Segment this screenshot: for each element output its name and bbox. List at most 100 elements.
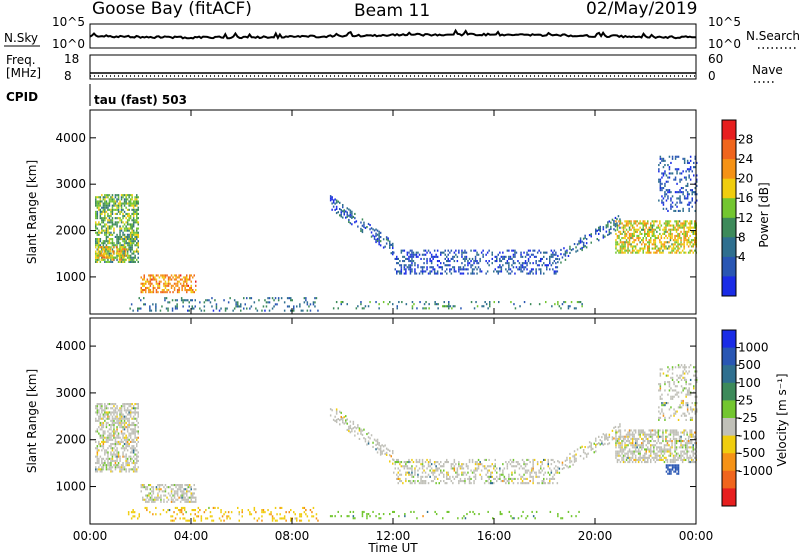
data-cell	[625, 220, 628, 223]
data-cell	[108, 246, 110, 249]
data-cell	[185, 519, 187, 522]
data-cell	[261, 511, 263, 514]
data-cell	[412, 461, 415, 464]
data-cell	[511, 517, 514, 520]
data-cell	[349, 424, 352, 427]
data-cell	[329, 195, 332, 198]
data-cell	[186, 284, 188, 287]
data-cell	[188, 309, 190, 312]
data-cell	[523, 268, 525, 271]
data-cell	[607, 233, 609, 236]
data-cell	[376, 237, 379, 240]
data-cell	[131, 231, 133, 234]
data-cell	[125, 221, 127, 224]
data-cell	[128, 464, 130, 467]
data-cell	[450, 249, 453, 252]
data-cell	[119, 252, 121, 255]
data-cell	[296, 305, 298, 308]
data-cell	[465, 268, 468, 271]
data-cell	[137, 455, 139, 458]
data-cell	[684, 458, 687, 461]
data-cell	[99, 260, 102, 263]
data-cell	[346, 215, 348, 218]
data-cell	[673, 383, 675, 386]
data-cell	[691, 189, 693, 192]
data-cell	[550, 463, 553, 466]
data-cell	[95, 215, 97, 218]
data-cell	[352, 427, 355, 430]
data-cell	[578, 240, 580, 243]
data-cell	[118, 254, 121, 257]
data-cell	[633, 429, 635, 432]
data-cell	[131, 428, 133, 431]
data-cell	[133, 515, 136, 518]
data-cell	[125, 240, 127, 243]
data-cell	[618, 452, 620, 455]
data-cell	[170, 492, 173, 495]
data-cell	[335, 412, 338, 415]
data-cell	[99, 470, 102, 473]
data-cell	[125, 417, 127, 420]
data-cell	[673, 470, 675, 473]
data-cell	[389, 449, 391, 452]
data-cell	[167, 301, 169, 304]
data-cell	[348, 425, 350, 428]
data-cell	[119, 219, 121, 222]
data-cell	[688, 193, 690, 196]
data-cell	[468, 461, 471, 464]
data-cell	[616, 237, 619, 240]
data-cell	[107, 421, 109, 424]
data-cell	[686, 402, 689, 405]
data-cell	[400, 266, 403, 269]
data-cell	[423, 469, 425, 472]
data-cell	[175, 284, 177, 287]
data-cell	[218, 309, 221, 312]
data-cell	[393, 471, 395, 474]
data-cell	[560, 253, 562, 256]
data-cell	[694, 226, 696, 229]
data-cell	[190, 286, 192, 289]
data-cell	[129, 434, 132, 437]
data-cell	[270, 513, 272, 516]
data-cell	[692, 452, 694, 455]
data-cell	[247, 509, 250, 512]
data-cell	[117, 451, 120, 454]
data-cell	[631, 446, 634, 449]
data-cell	[654, 440, 657, 443]
data-cell	[237, 305, 239, 308]
data-cell	[668, 450, 670, 453]
data-cell	[166, 284, 168, 287]
data-cell	[104, 233, 106, 236]
data-cell	[455, 471, 457, 474]
data-cell	[217, 506, 219, 509]
data-cell	[659, 157, 662, 160]
data-cell	[686, 393, 689, 396]
data-cell	[683, 387, 686, 390]
data-cell	[683, 243, 685, 246]
data-cell	[104, 430, 106, 433]
data-cell	[299, 519, 301, 522]
data-cell	[653, 232, 655, 235]
data-cell	[686, 230, 688, 233]
data-cell	[474, 463, 477, 466]
data-cell	[639, 230, 641, 233]
data-cell	[683, 450, 685, 453]
data-cell	[187, 284, 189, 287]
data-cell	[107, 202, 109, 205]
data-cell	[631, 433, 634, 436]
data-cell	[683, 247, 685, 250]
data-cell	[506, 465, 509, 468]
data-cell	[689, 440, 691, 443]
data-cell	[154, 496, 156, 499]
data-cell	[630, 456, 632, 459]
data-cell	[656, 220, 658, 223]
data-cell	[409, 253, 412, 256]
data-cell	[473, 469, 475, 472]
data-cell	[345, 210, 347, 213]
data-cell	[123, 421, 126, 424]
data-cell	[331, 202, 333, 205]
data-cell	[692, 458, 694, 461]
data-cell	[146, 280, 149, 283]
data-cell	[644, 458, 646, 461]
data-cell	[122, 194, 124, 197]
